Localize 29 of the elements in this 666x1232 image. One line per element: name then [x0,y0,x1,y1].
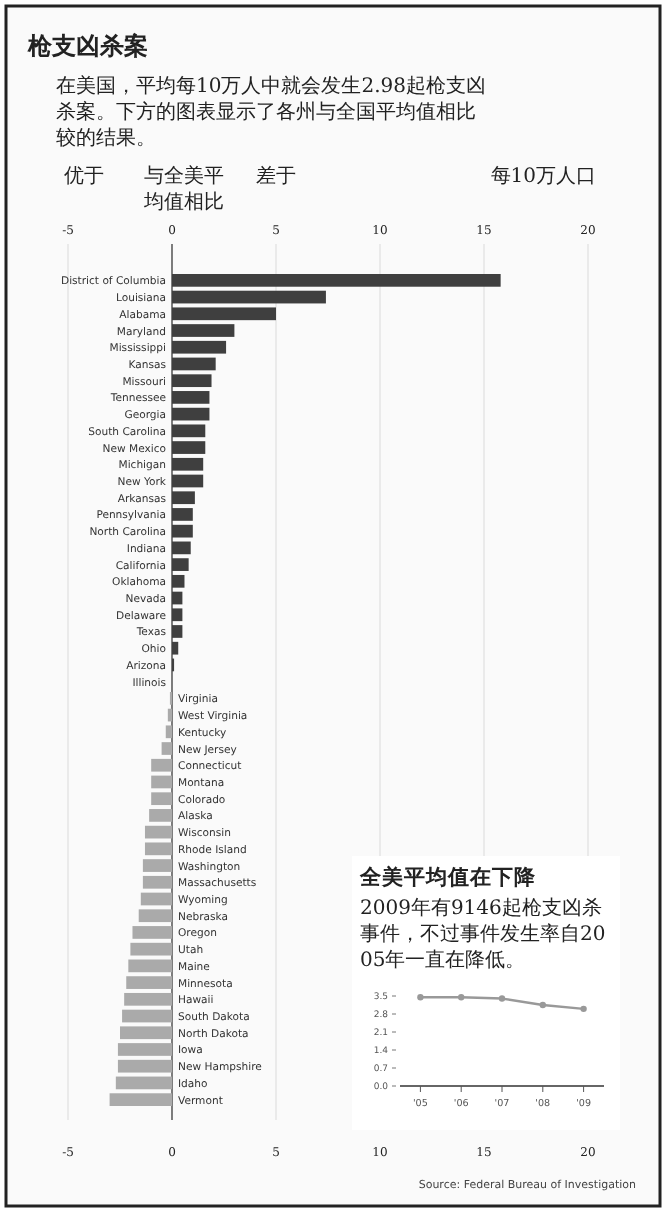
bar [149,809,172,822]
bar [122,1009,172,1023]
chart-subtitle: 在美国，平均每10万人中就会发生2.98起枪支凶杀案。下方的图表显示了各州与全国平均值相比较的结果。 [56,74,486,150]
bar [151,758,172,772]
bar [117,1043,172,1056]
bar [126,976,172,989]
x-axis-title: 每10万人口 [490,164,596,188]
bar [117,1059,172,1073]
bar [144,842,172,856]
bar [142,859,172,872]
chart-title: 全美平均值在下降 [358,864,538,890]
bar [132,926,172,939]
bar [128,959,172,973]
bar [115,1076,172,1090]
bar [151,775,172,789]
chart-subtitle: 2009年有9146起枪支凶杀事件，不过事件发生率自2005年一直在降低。 [360,896,606,972]
bar [138,909,172,923]
bar [161,742,172,755]
chart-title: 枪支凶杀案 [26,32,148,60]
bar [142,875,172,889]
bar [144,825,172,839]
bar [124,992,172,1006]
bar [151,792,172,806]
header: 优于 与全美平均值相比 差于 [64,166,296,214]
bar [120,1026,172,1040]
bar [109,1093,172,1106]
bar [140,892,172,906]
bar [165,725,172,739]
bar [130,942,172,956]
